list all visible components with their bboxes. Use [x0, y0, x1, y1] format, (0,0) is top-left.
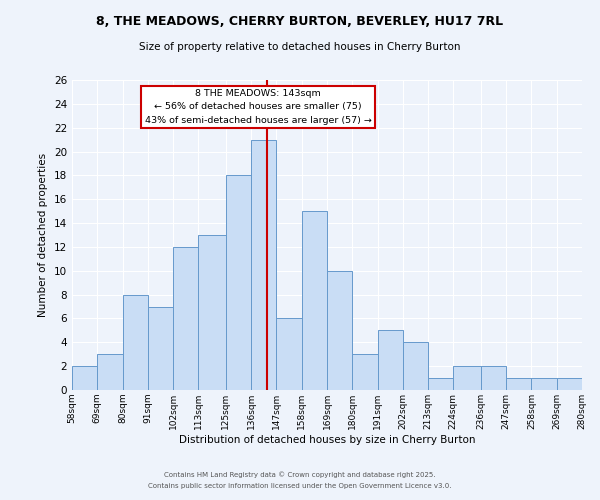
- Bar: [352, 354, 377, 390]
- Bar: [302, 211, 327, 390]
- Y-axis label: Number of detached properties: Number of detached properties: [38, 153, 49, 317]
- Text: 8, THE MEADOWS, CHERRY BURTON, BEVERLEY, HU17 7RL: 8, THE MEADOWS, CHERRY BURTON, BEVERLEY,…: [97, 15, 503, 28]
- Bar: [428, 378, 454, 390]
- Text: Contains HM Land Registry data © Crown copyright and database right 2025.: Contains HM Land Registry data © Crown c…: [164, 471, 436, 478]
- Bar: [403, 342, 428, 390]
- Bar: [72, 366, 97, 390]
- Text: Contains public sector information licensed under the Open Government Licence v3: Contains public sector information licen…: [148, 483, 452, 489]
- Bar: [277, 318, 302, 390]
- Text: Size of property relative to detached houses in Cherry Burton: Size of property relative to detached ho…: [139, 42, 461, 52]
- Bar: [327, 271, 352, 390]
- X-axis label: Distribution of detached houses by size in Cherry Burton: Distribution of detached houses by size …: [179, 434, 475, 444]
- Bar: [122, 294, 148, 390]
- Bar: [251, 140, 277, 390]
- Bar: [377, 330, 403, 390]
- Bar: [532, 378, 557, 390]
- Text: 8 THE MEADOWS: 143sqm
← 56% of detached houses are smaller (75)
43% of semi-deta: 8 THE MEADOWS: 143sqm ← 56% of detached …: [145, 90, 371, 124]
- Bar: [454, 366, 481, 390]
- Bar: [148, 306, 173, 390]
- Bar: [173, 247, 199, 390]
- Bar: [226, 176, 251, 390]
- Bar: [481, 366, 506, 390]
- Bar: [506, 378, 532, 390]
- Bar: [97, 354, 122, 390]
- Bar: [557, 378, 582, 390]
- Bar: [199, 235, 226, 390]
